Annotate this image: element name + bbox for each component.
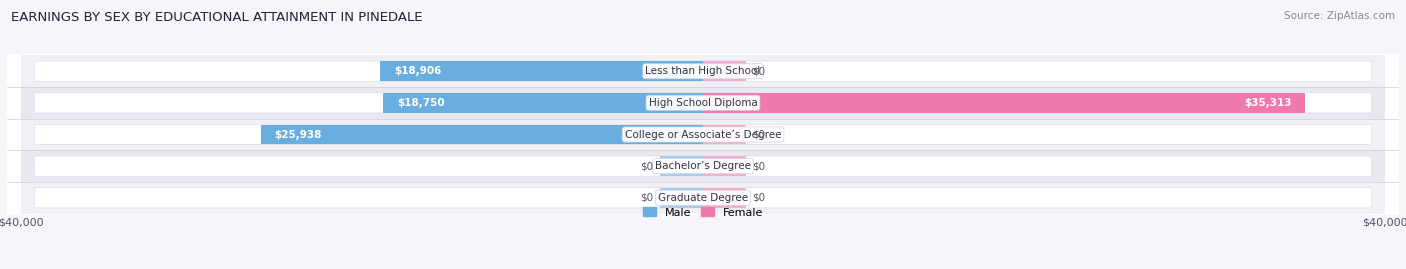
Bar: [703, 188, 745, 208]
FancyBboxPatch shape: [34, 93, 1372, 113]
FancyBboxPatch shape: [34, 124, 1372, 145]
Bar: [703, 93, 1305, 113]
Text: $18,750: $18,750: [396, 98, 444, 108]
Bar: [703, 125, 745, 144]
Text: $0: $0: [752, 161, 766, 171]
Bar: [260, 125, 703, 144]
Text: $25,938: $25,938: [274, 129, 322, 140]
Text: Source: ZipAtlas.com: Source: ZipAtlas.com: [1284, 11, 1395, 21]
Bar: [21, 55, 1385, 87]
Text: $18,906: $18,906: [394, 66, 441, 76]
Text: $35,313: $35,313: [1244, 98, 1292, 108]
Text: $0: $0: [752, 129, 766, 140]
Text: Graduate Degree: Graduate Degree: [658, 193, 748, 203]
Text: High School Diploma: High School Diploma: [648, 98, 758, 108]
Bar: [703, 61, 745, 81]
FancyBboxPatch shape: [34, 156, 1372, 176]
Text: $0: $0: [752, 66, 766, 76]
FancyBboxPatch shape: [34, 61, 1372, 81]
Bar: [21, 119, 1385, 150]
Text: Less than High School: Less than High School: [645, 66, 761, 76]
Bar: [703, 156, 745, 176]
Bar: [21, 87, 1385, 119]
Bar: [21, 150, 1385, 182]
FancyBboxPatch shape: [34, 188, 1372, 208]
Text: $0: $0: [752, 193, 766, 203]
Legend: Male, Female: Male, Female: [643, 207, 763, 218]
Text: College or Associate’s Degree: College or Associate’s Degree: [624, 129, 782, 140]
Bar: [661, 188, 703, 208]
Bar: [661, 156, 703, 176]
Text: EARNINGS BY SEX BY EDUCATIONAL ATTAINMENT IN PINEDALE: EARNINGS BY SEX BY EDUCATIONAL ATTAINMEN…: [11, 11, 423, 24]
Bar: [21, 182, 1385, 214]
Bar: [381, 61, 703, 81]
Text: Bachelor’s Degree: Bachelor’s Degree: [655, 161, 751, 171]
Bar: [384, 93, 703, 113]
Text: $0: $0: [640, 161, 654, 171]
Text: $0: $0: [640, 193, 654, 203]
